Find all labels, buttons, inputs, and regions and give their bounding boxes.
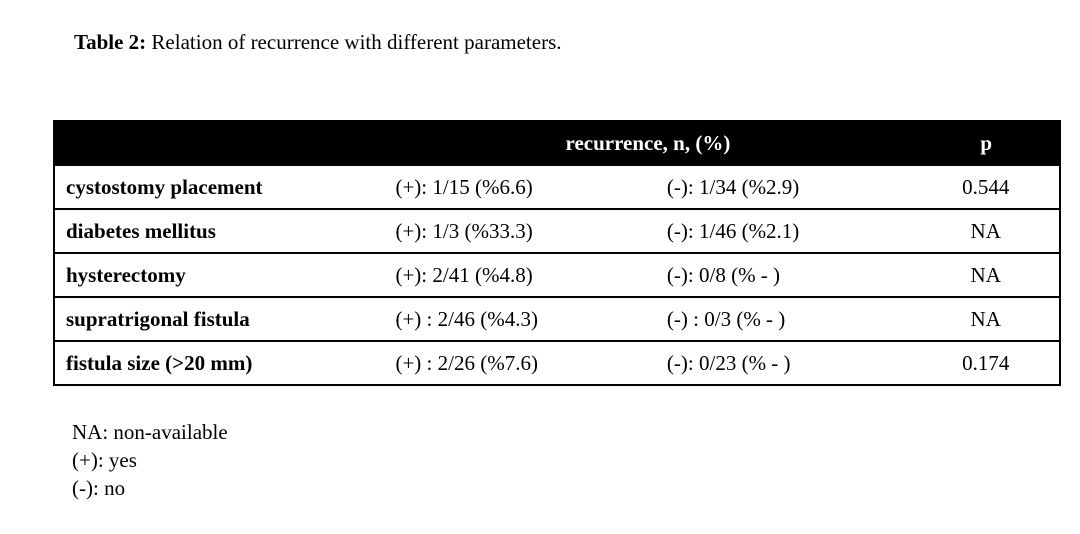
recurrence-table: recurrence, n, (%) p cystostomy placemen… <box>52 120 1061 386</box>
negative-cell: (-): 1/34 (%2.9) <box>662 164 913 210</box>
p-value-cell: 0.544 <box>912 164 1061 210</box>
footnote-na: NA: non-available <box>72 420 228 444</box>
p-value-cell: 0.174 <box>912 340 1061 386</box>
table-row: supratrigonal fistula (+) : 2/46 (%4.3) … <box>52 296 1061 342</box>
p-value-cell: NA <box>912 296 1061 342</box>
parameter-cell: cystostomy placement <box>52 164 384 210</box>
footnote-no: (-): no <box>72 476 126 500</box>
negative-cell: (-): 1/46 (%2.1) <box>662 208 913 254</box>
table-caption-text: Relation of recurrence with different pa… <box>146 30 562 54</box>
negative-cell: (-): 0/8 (% - ) <box>662 252 913 298</box>
table-footnotes: NA: non-available (+): yes (-): no <box>72 418 228 502</box>
parameter-cell: diabetes mellitus <box>52 208 384 254</box>
negative-cell: (-): 0/23 (% - ) <box>662 340 913 386</box>
table-caption-label: Table 2: <box>74 30 147 54</box>
parameter-cell: hysterectomy <box>52 252 384 298</box>
positive-cell: (+): 2/41 (%4.8) <box>383 252 663 298</box>
positive-cell: (+): 1/3 (%33.3) <box>383 208 663 254</box>
header-blank-cell <box>52 120 385 166</box>
table-row: hysterectomy (+): 2/41 (%4.8) (-): 0/8 (… <box>52 252 1061 298</box>
table-header-row: recurrence, n, (%) p <box>52 120 1061 166</box>
table-row: diabetes mellitus (+): 1/3 (%33.3) (-): … <box>52 208 1061 254</box>
positive-cell: (+) : 2/46 (%4.3) <box>383 296 663 342</box>
header-p: p <box>911 120 1061 166</box>
header-recurrence: recurrence, n, (%) <box>382 120 914 166</box>
negative-cell: (-) : 0/3 (% - ) <box>662 296 913 342</box>
table-caption: Table 2: Relation of recurrence with dif… <box>74 30 562 55</box>
positive-cell: (+): 1/15 (%6.6) <box>383 164 663 210</box>
p-value-cell: NA <box>912 208 1061 254</box>
p-value-cell: NA <box>912 252 1061 298</box>
parameter-cell: supratrigonal fistula <box>52 296 384 342</box>
footnote-yes: (+): yes <box>72 448 137 472</box>
table-row: cystostomy placement (+): 1/15 (%6.6) (-… <box>52 164 1061 210</box>
parameter-cell: fistula size (>20 mm) <box>52 340 384 386</box>
positive-cell: (+) : 2/26 (%7.6) <box>383 340 663 386</box>
table-row: fistula size (>20 mm) (+) : 2/26 (%7.6) … <box>52 340 1061 386</box>
